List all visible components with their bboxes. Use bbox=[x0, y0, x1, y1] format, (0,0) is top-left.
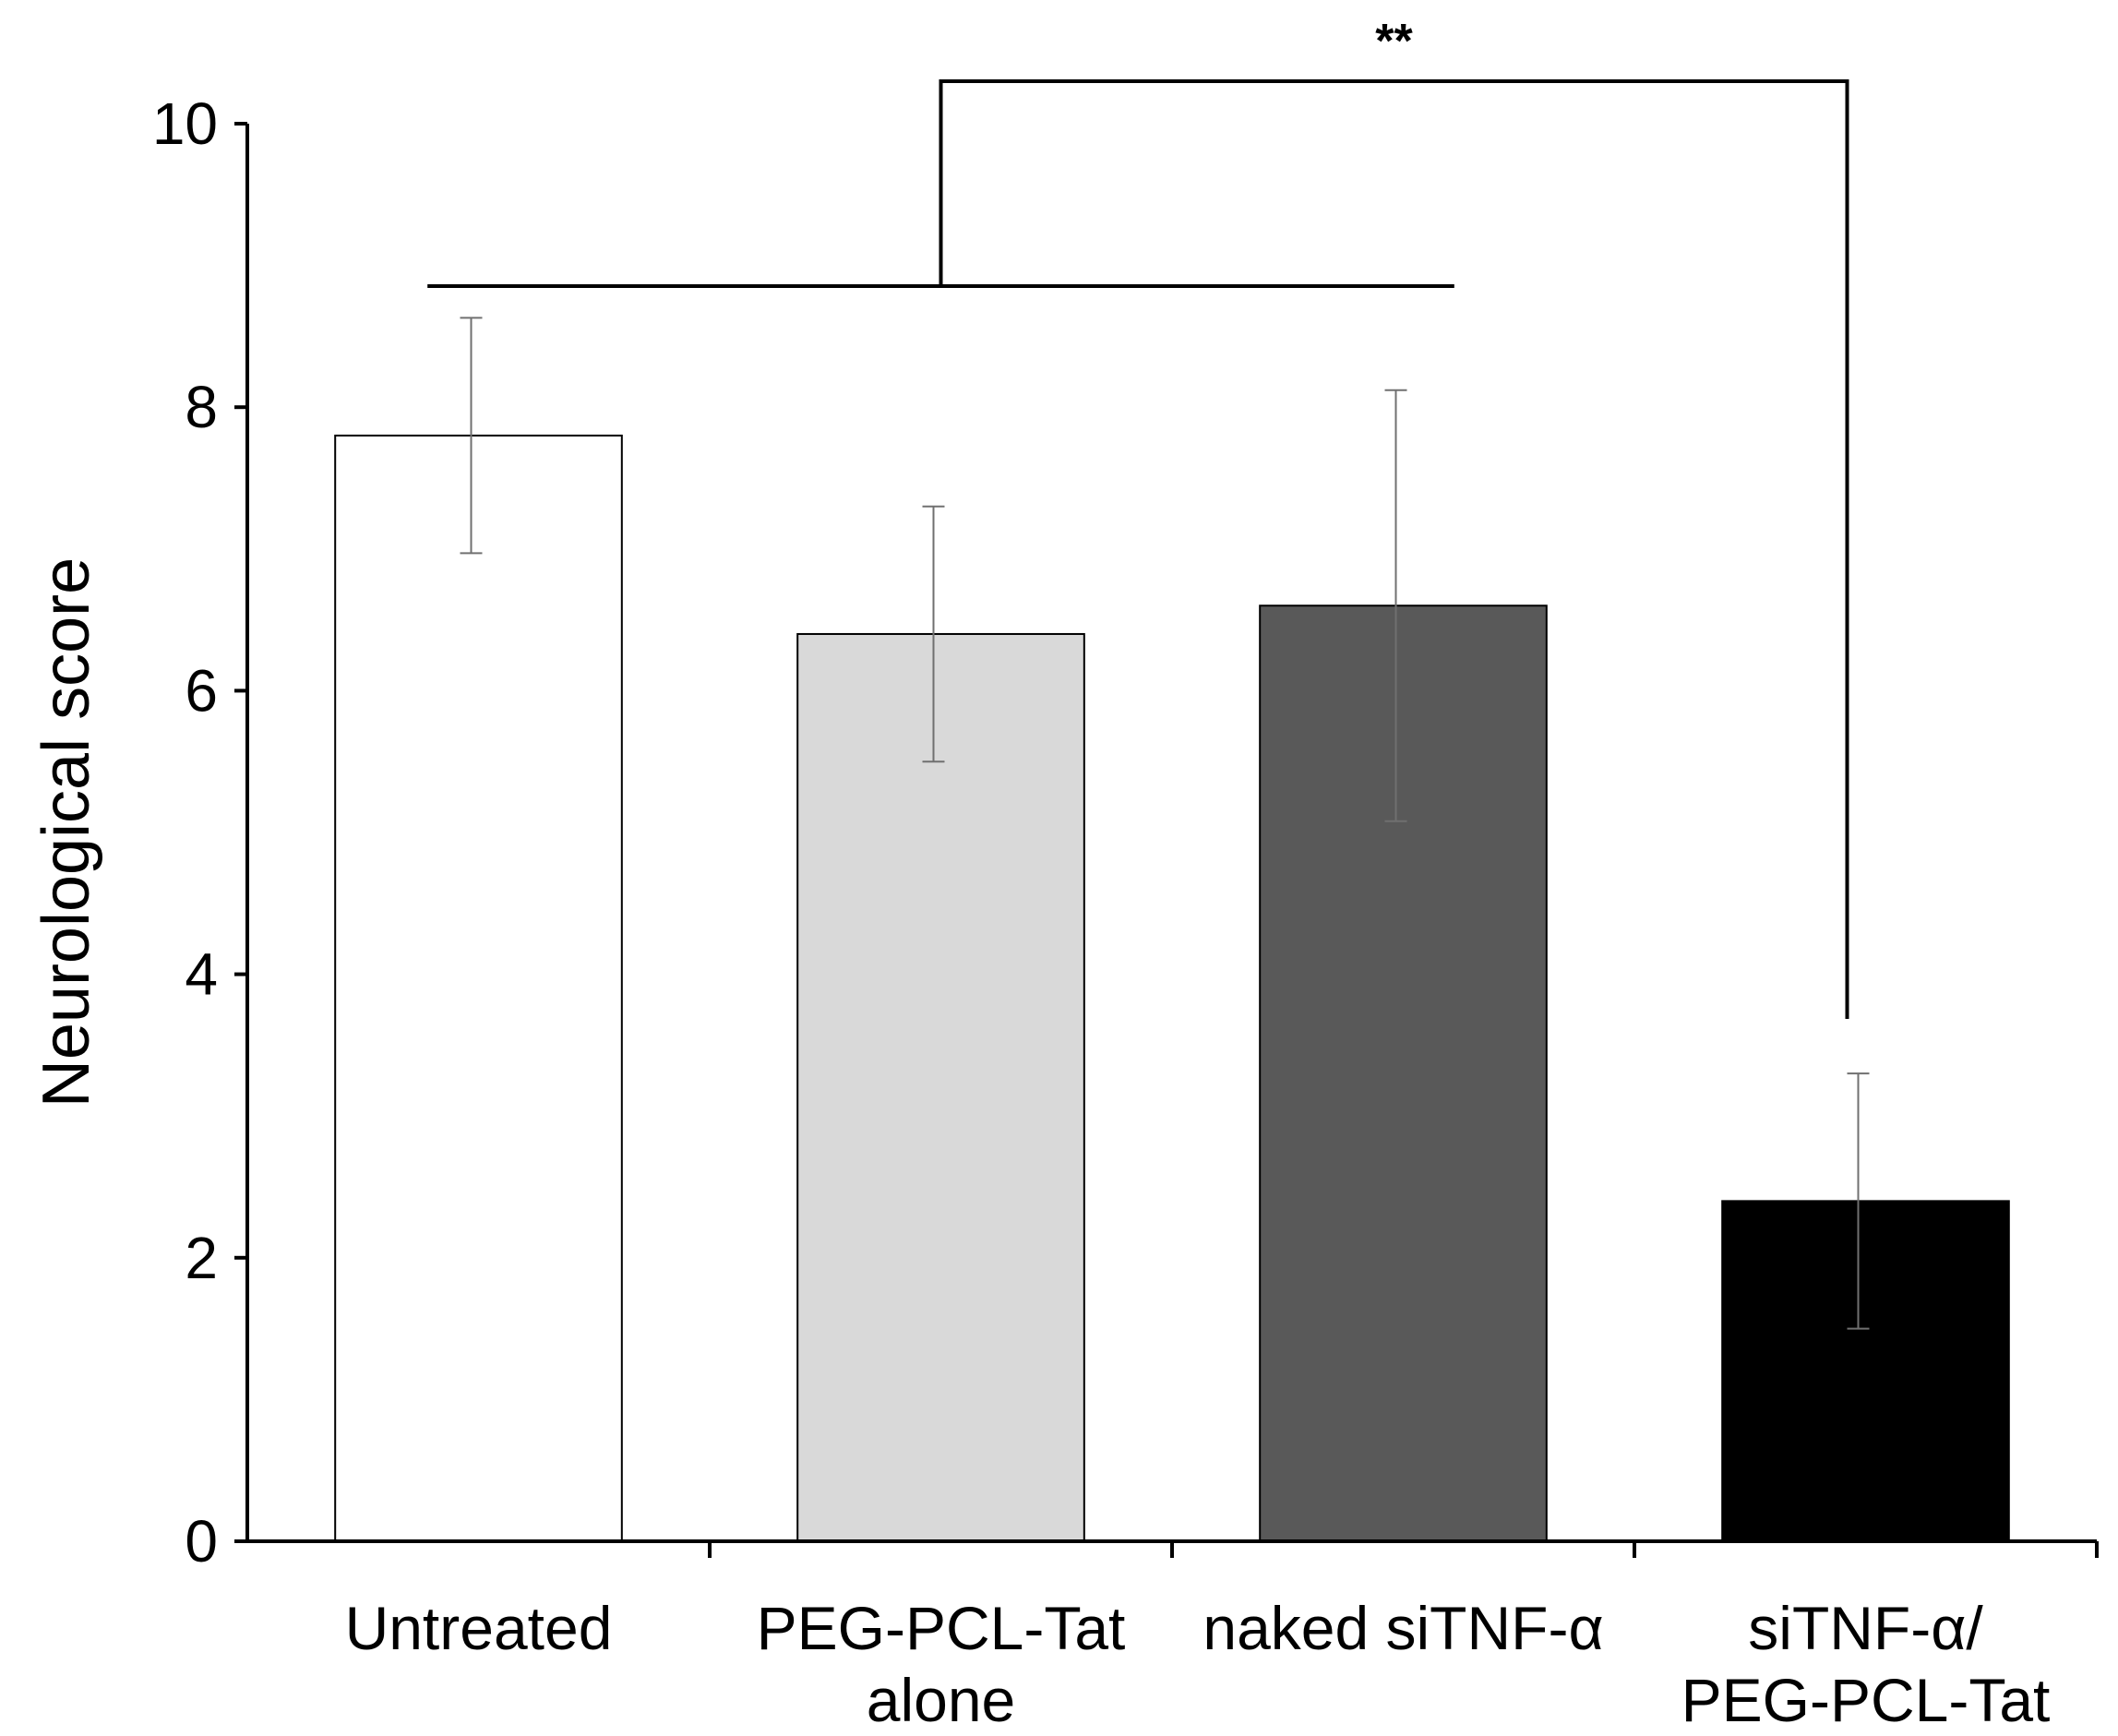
x-tick-label: PEG-PCL-Tat bbox=[1681, 1666, 2051, 1734]
y-tick-label: 8 bbox=[185, 374, 218, 440]
x-tick-label: alone bbox=[867, 1666, 1016, 1734]
significance-bracket bbox=[427, 79, 1849, 1019]
bar-2 bbox=[1259, 605, 1548, 1542]
bar-1 bbox=[796, 632, 1085, 1542]
x-tick-label: PEG-PCL-Tat bbox=[757, 1594, 1126, 1662]
x-tick-label: Untreated bbox=[345, 1594, 613, 1662]
significance-label: ** bbox=[1375, 15, 1413, 68]
bar-3 bbox=[1721, 1200, 2010, 1542]
y-tick-label: 2 bbox=[185, 1225, 218, 1291]
bars bbox=[334, 434, 2010, 1542]
y-tick-label: 10 bbox=[152, 90, 218, 157]
y-tick-label: 6 bbox=[185, 657, 218, 724]
bar-0 bbox=[334, 434, 623, 1542]
bracket-connector bbox=[939, 79, 1849, 1019]
y-tick-label: 0 bbox=[185, 1508, 218, 1574]
y-tick-label: 4 bbox=[185, 941, 218, 1008]
x-tick-label: siTNF-α/ bbox=[1748, 1594, 1983, 1662]
y-axis-title: Neurological score bbox=[30, 557, 103, 1107]
x-tick-label: naked siTNF-α bbox=[1203, 1594, 1603, 1662]
y-ticks: 0 2 4 6 8 10 bbox=[152, 90, 247, 1574]
error-bars bbox=[460, 317, 1870, 1330]
